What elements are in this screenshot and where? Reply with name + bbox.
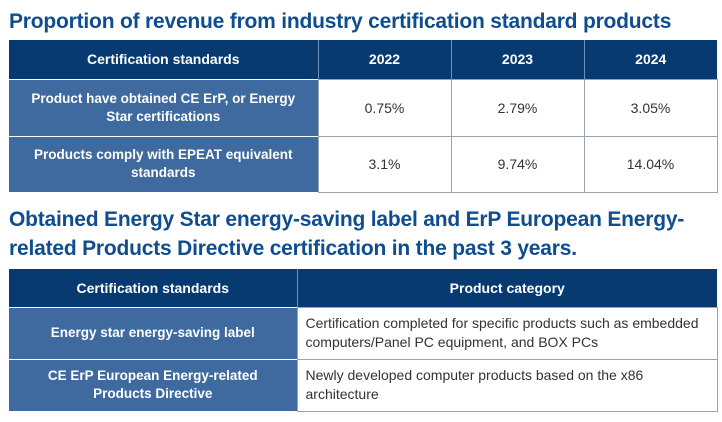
value-cell-2024: 14.04% — [583, 135, 718, 193]
column-header-2023: 2023 — [450, 40, 584, 79]
product-category-cell: Certification completed for specific pro… — [296, 306, 718, 360]
certification-history-title: Obtained Energy Star energy-saving label… — [9, 208, 685, 260]
table-row: Product have obtained CE ErP, or Energy … — [9, 78, 718, 137]
value-cell-2022: 3.1% — [317, 135, 452, 193]
table-header-row: Certification standards 2022 2023 2024 — [9, 40, 717, 79]
revenue-proportion-table: Certification standards 2022 2023 2024 P… — [9, 40, 718, 193]
column-header-2024: 2024 — [583, 40, 717, 79]
row-label: Product have obtained CE ErP, or Energy … — [9, 78, 318, 136]
row-label: Products comply with EPEAT equivalent st… — [9, 135, 318, 192]
table-header-row: Certification standards Product category — [9, 269, 717, 307]
certification-history-table: Certification standards Product category… — [9, 269, 718, 412]
table-row: Energy star energy-saving label Certific… — [9, 306, 718, 360]
value-cell-2023: 9.74% — [450, 135, 585, 193]
value-cell-2022: 0.75% — [317, 78, 452, 137]
value-cell-2023: 2.79% — [450, 78, 585, 137]
table-row: Products comply with EPEAT equivalent st… — [9, 135, 718, 193]
column-header-certification-standards: Certification standards — [9, 269, 297, 307]
revenue-proportion-title: Proportion of revenue from industry cert… — [9, 10, 672, 33]
row-label: CE ErP European Energy-related Products … — [9, 358, 297, 411]
column-header-certification-standards: Certification standards — [9, 40, 318, 79]
product-category-cell: Newly developed computer products based … — [296, 358, 718, 412]
value-cell-2024: 3.05% — [583, 78, 718, 137]
row-label: Energy star energy-saving label — [9, 306, 297, 359]
table-row: CE ErP European Energy-related Products … — [9, 358, 718, 412]
column-header-product-category: Product category — [296, 269, 717, 307]
column-header-2022: 2022 — [317, 40, 451, 79]
